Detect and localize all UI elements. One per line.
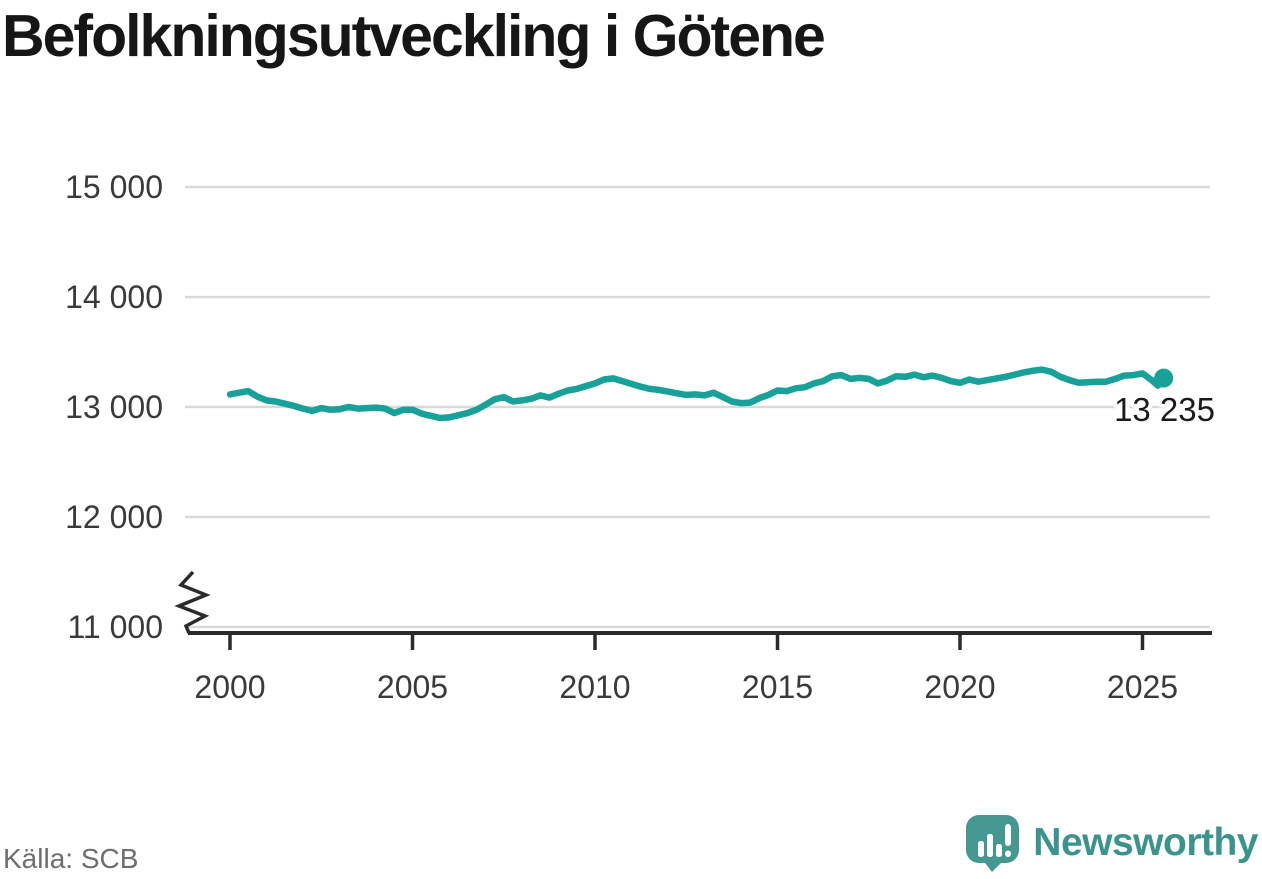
line-chart: 15 000 14 000 13 000 12 000 11 000 2000 2005 20… bbox=[65, 169, 1215, 705]
y-axis-tick-label: 13 000 bbox=[65, 389, 163, 425]
y-axis-tick-label: 11 000 bbox=[68, 609, 164, 645]
x-axis-tick-label: 2020 bbox=[924, 669, 995, 705]
chart-title: Befolkningsutveckling i Götene bbox=[2, 3, 826, 69]
y-axis-tick-label: 14 000 bbox=[65, 279, 163, 315]
x-axis-tick-label: 2005 bbox=[377, 669, 448, 705]
newsworthy-logo-text: Newsworthy bbox=[1033, 821, 1258, 864]
source-label: Källa: SCB bbox=[3, 843, 139, 874]
y-axis-tick-label: 12 000 bbox=[65, 499, 163, 535]
axis-break-zigzag-icon bbox=[174, 570, 211, 634]
newsworthy-logo: Newsworthy bbox=[965, 814, 1258, 872]
x-axis-tick-label: 2000 bbox=[194, 669, 265, 705]
latest-value-label: 13 235 bbox=[1114, 391, 1215, 428]
latest-value-dot bbox=[1154, 368, 1174, 388]
newsworthy-logo-icon bbox=[966, 815, 1020, 872]
x-axis-tick-label: 2010 bbox=[559, 669, 630, 705]
x-axis-tick-label: 2025 bbox=[1107, 669, 1178, 705]
population-line-series bbox=[226, 366, 1167, 422]
y-axis-tick-label: 15 000 bbox=[65, 169, 163, 205]
x-axis-tick-label: 2015 bbox=[742, 669, 813, 705]
